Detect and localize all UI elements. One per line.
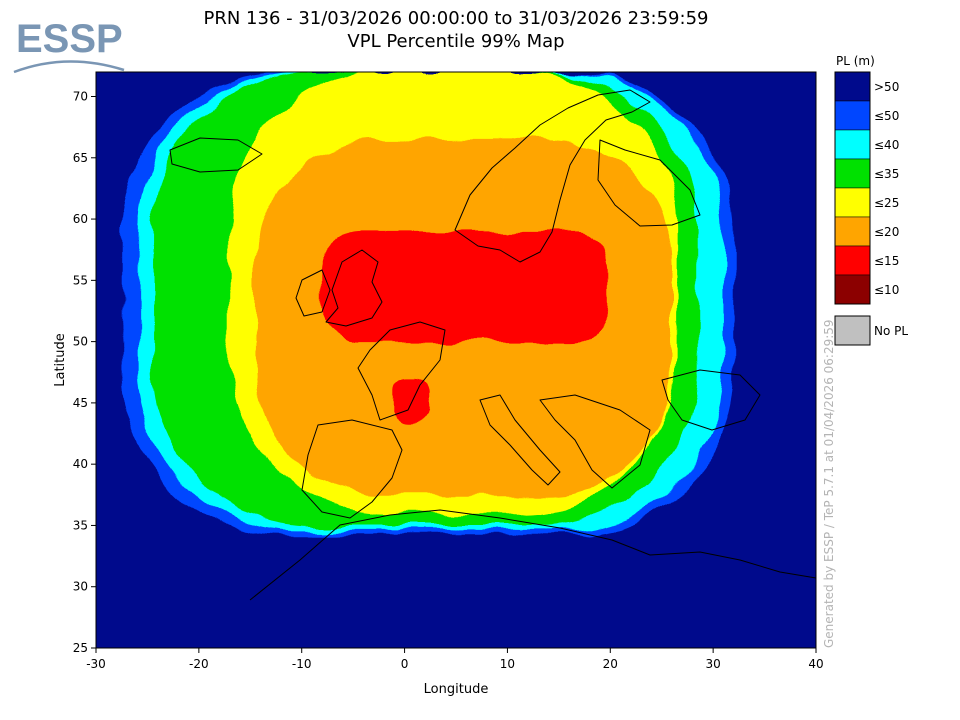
plot-frame <box>95 71 817 649</box>
coastline-layer <box>169 89 816 601</box>
legend-swatch <box>834 100 871 131</box>
coastline-balkans <box>539 394 651 489</box>
legend-frame <box>834 71 871 305</box>
y-axis-label: Latitude <box>53 333 68 387</box>
coastline-france <box>357 321 446 421</box>
legend-label: ≤25 <box>874 196 900 210</box>
coastline-finland <box>597 139 701 227</box>
legend-swatch <box>834 216 871 247</box>
coastline-north-africa <box>249 509 816 601</box>
legend-swatch <box>834 274 871 305</box>
legend-swatch <box>834 158 871 189</box>
legend-swatch <box>834 71 871 102</box>
y-tick-label: 70 <box>73 90 88 104</box>
axes-layer: -30 -20 -10 0 10 20 30 40 25 30 35 40 45 50 55 60 65 70 <box>73 90 824 671</box>
chart-subtitle: VPL Percentile 99% Map <box>347 31 565 52</box>
generated-by-note: Generated by ESSP / TeP 5.7.1 at 01/04/2… <box>822 319 836 648</box>
legend-label: ≤15 <box>874 254 900 268</box>
coastline-ireland <box>295 269 331 317</box>
y-tick-label: 40 <box>73 457 88 471</box>
x-tick-label: 20 <box>603 657 618 671</box>
legend-swatch <box>834 245 871 276</box>
logo-swoosh <box>13 60 125 74</box>
x-tick-label: -10 <box>292 657 312 671</box>
legend-label: ≤20 <box>874 225 900 239</box>
legend-label: ≤10 <box>874 283 900 297</box>
x-tick-label: 40 <box>808 657 823 671</box>
logo-text: ESSP <box>16 17 123 61</box>
legend-label: ≤40 <box>874 138 900 152</box>
pl-region-6 <box>394 378 429 422</box>
legend-label: ≤35 <box>874 167 900 181</box>
x-tick-label: 10 <box>500 657 515 671</box>
coastline-iceland <box>169 137 263 173</box>
coastline-iberia <box>301 419 403 519</box>
legend-label: ≤50 <box>874 109 900 123</box>
y-tick-label: 25 <box>73 641 88 655</box>
essp-logo: ESSP <box>13 17 125 74</box>
y-tick-label: 45 <box>73 396 88 410</box>
coastline-black-sea <box>661 369 761 431</box>
legend-swatch <box>834 129 871 160</box>
legend <box>834 71 871 346</box>
pl-region-5 <box>322 231 611 342</box>
y-tick-label: 55 <box>73 273 88 287</box>
coastline-italy <box>479 394 561 486</box>
legend-swatch <box>834 187 871 218</box>
legend-swatch-nopl <box>834 315 871 346</box>
y-tick-label: 30 <box>73 580 88 594</box>
coastline-britain <box>325 249 383 327</box>
chart-title: PRN 136 - 31/03/2026 00:00:00 to 31/03/2… <box>203 8 709 29</box>
legend-title: PL (m) <box>836 54 875 68</box>
y-tick-label: 35 <box>73 518 88 532</box>
legend-label: >50 <box>874 80 900 94</box>
coastline-scandinavia <box>454 89 651 263</box>
coverage-limit-region <box>96 537 816 648</box>
legend-label-nopl: No PL <box>874 324 909 338</box>
y-tick-label: 65 <box>73 151 88 165</box>
x-axis-label: Longitude <box>424 682 489 697</box>
y-tick-label: 50 <box>73 335 88 349</box>
x-tick-label: 0 <box>401 657 409 671</box>
x-tick-label: -30 <box>86 657 106 671</box>
x-tick-label: 30 <box>706 657 721 671</box>
pl-region-layer <box>96 72 816 648</box>
x-tick-label: -20 <box>189 657 209 671</box>
y-tick-label: 60 <box>73 212 88 226</box>
